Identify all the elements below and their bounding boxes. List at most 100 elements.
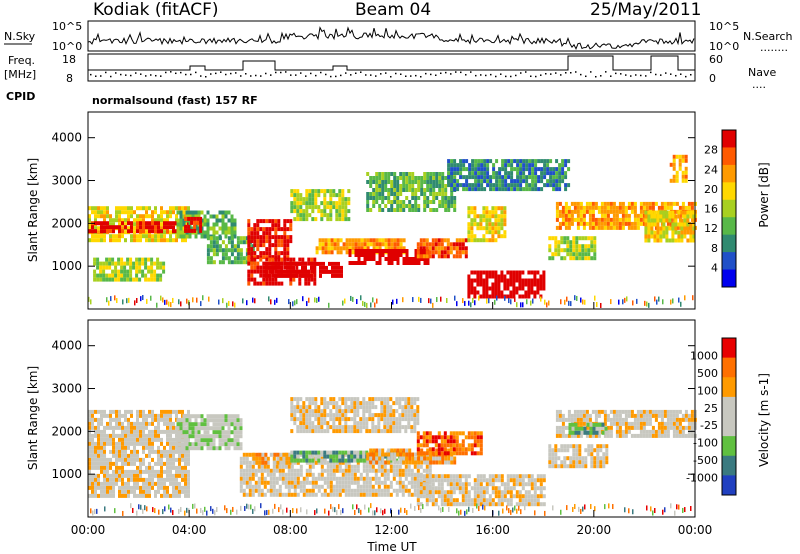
range-gate-cell [209,418,213,423]
range-gate-cell [242,452,246,457]
ground-scatter-cell [232,301,234,307]
range-gate-cell [387,208,391,212]
nave-dot [655,73,657,76]
range-gate-cell [271,257,275,262]
range-gate-cell [218,430,222,435]
range-gate-cell [88,485,91,490]
range-gate-cell [280,235,284,240]
range-gate-cell [335,405,339,410]
range-gate-cell [227,256,231,261]
range-gate-cell [112,473,115,478]
range-gate-cell [106,214,109,219]
range-gate-cell [313,281,317,286]
range-gate-cell [179,214,183,219]
range-gate-cell [350,401,354,406]
range-gate-cell [414,188,418,192]
range-gate-cell [337,273,340,278]
range-gate-cell [138,257,142,262]
range-gate-cell [483,159,487,164]
range-gate-cell [594,221,598,226]
range-gate-cell [118,222,121,227]
range-gate-cell [221,210,225,215]
range-gate-cell [371,464,375,469]
range-gate-cell [172,238,175,243]
range-gate-cell [159,265,163,270]
range-gate-cell [163,238,166,243]
range-gate-cell [425,451,429,456]
range-gate-cell [197,226,201,231]
range-gate-cell [313,269,316,274]
nave-dot [225,73,227,76]
range-gate-cell [106,441,109,446]
range-gate-cell [142,469,145,474]
range-gate-cell [262,277,266,282]
range-gate-cell [353,488,357,493]
range-gate-cell [372,188,376,192]
range-gate-cell [527,290,531,295]
range-gate-cell [218,260,222,265]
range-gate-cell [417,204,421,208]
range-gate-cell [96,257,100,262]
range-gate-cell [124,473,127,478]
range-gate-cell [212,422,216,427]
range-gate-cell [250,255,254,260]
range-gate-cell [206,422,210,427]
nsky-panel-frame [87,20,696,52]
range-gate-cell [103,465,106,470]
range-gate-cell [151,409,154,414]
range-gate-cell [233,234,237,239]
range-gate-cell [375,200,379,204]
range-gate-cell [389,413,393,418]
range-gate-cell [323,454,327,459]
range-gate-cell [239,260,243,265]
range-gate-cell [588,213,592,218]
range-gate-cell [572,236,576,241]
range-gate-cell [112,485,115,490]
range-gate-cell [280,269,283,274]
range-gate-cell [555,209,559,214]
range-gate-cell [522,171,526,176]
range-gate-cell [341,413,345,418]
range-gate-cell [115,461,118,466]
range-gate-cell [124,493,127,498]
range-gate-cell [341,429,345,434]
range-gate-cell [175,238,178,243]
range-gate-cell [395,480,399,485]
range-gate-cell [389,409,393,414]
range-gate-cell [130,453,133,458]
range-gate-cell [555,225,559,230]
range-gate-cell [218,438,222,443]
range-gate-cell [636,217,640,222]
range-gate-cell [265,219,269,224]
range-gate-cell [233,434,237,439]
range-gate-cell [513,167,517,172]
range-gate-cell [280,239,284,244]
range-gate-cell [293,205,297,210]
range-gate-cell [103,493,106,498]
range-gate-cell [290,484,294,489]
range-gate-cell [453,196,457,200]
range-gate-cell [338,189,342,194]
range-gate-cell [172,206,175,211]
range-gate-cell [262,243,266,248]
range-gate-cell [534,159,538,164]
range-gate-cell [435,172,439,176]
range-gate-cell [296,405,300,410]
range-gate-cell [480,163,484,168]
range-gate-cell [99,265,103,270]
range-gate-cell [159,261,163,266]
range-gate-cell [94,425,97,430]
range-gate-cell [117,261,121,266]
ground-scatter-cell [126,298,128,304]
range-gate-cell [423,172,427,176]
range-gate-cell [338,492,342,497]
range-gate-cell [275,464,279,469]
range-gate-cell [121,437,124,442]
range-gate-cell [341,201,345,206]
range-gate-cell [247,257,251,262]
range-gate-cell [251,468,255,473]
range-gate-cell [360,261,364,265]
range-gate-cell [504,167,508,172]
range-gate-cell [387,180,391,184]
range-gate-cell [145,433,148,438]
